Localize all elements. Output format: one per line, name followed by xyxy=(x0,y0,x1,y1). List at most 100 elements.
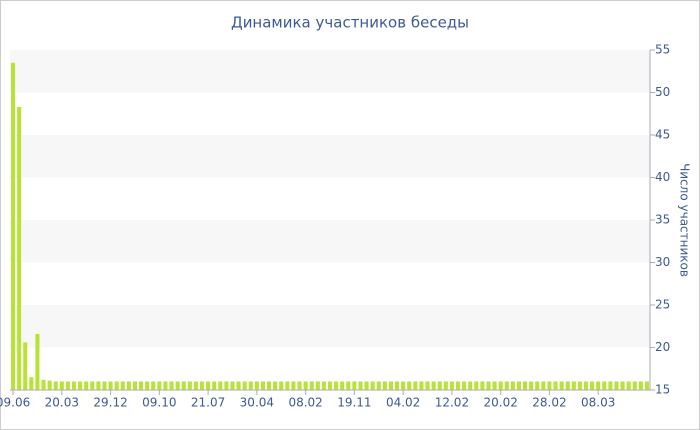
bar xyxy=(96,381,101,390)
bar xyxy=(230,381,235,390)
bar xyxy=(443,381,448,390)
bar xyxy=(614,381,619,390)
bar xyxy=(626,381,631,390)
bar xyxy=(425,381,430,390)
bar xyxy=(206,381,211,390)
bar xyxy=(644,381,649,390)
bar xyxy=(321,381,326,390)
bar xyxy=(590,381,595,390)
bar xyxy=(565,381,570,390)
bar xyxy=(492,381,497,390)
bar xyxy=(376,381,381,390)
bar xyxy=(535,381,540,390)
x-tick-label: 21.07 xyxy=(191,396,225,410)
bar xyxy=(303,381,308,390)
x-tick-label: 19.11 xyxy=(337,396,371,410)
bar xyxy=(388,381,393,390)
bar xyxy=(468,381,473,390)
bar xyxy=(596,381,601,390)
bar xyxy=(285,381,290,390)
bar xyxy=(242,381,247,390)
bar xyxy=(224,381,229,390)
y-axis-title: Число участников xyxy=(678,163,692,277)
x-tick-label: 30.04 xyxy=(240,396,274,410)
bar xyxy=(267,381,272,390)
bar xyxy=(17,106,22,390)
bar xyxy=(218,381,223,390)
x-tick-label: 12.02 xyxy=(435,396,469,410)
bar xyxy=(455,381,461,390)
grid-band xyxy=(10,305,650,348)
bar xyxy=(583,381,589,390)
bar xyxy=(132,381,137,390)
bar xyxy=(449,381,454,390)
bar xyxy=(187,381,192,390)
chart-title: Динамика участников беседы xyxy=(231,14,469,32)
bar xyxy=(401,381,406,390)
y-tick-label: 15 xyxy=(655,383,670,397)
bar xyxy=(71,381,77,390)
bar xyxy=(157,381,162,390)
bar xyxy=(309,381,314,390)
bar xyxy=(364,381,369,390)
x-tick-label: 08.03 xyxy=(581,396,615,410)
bar xyxy=(41,379,46,390)
bar xyxy=(29,377,34,390)
bar xyxy=(260,381,265,390)
bar xyxy=(571,381,576,390)
bar xyxy=(327,381,333,390)
bar xyxy=(212,381,217,390)
bar xyxy=(181,381,186,390)
bar xyxy=(84,381,89,390)
bar xyxy=(559,381,564,390)
bar xyxy=(352,381,357,390)
bar xyxy=(236,381,241,390)
y-tick-label: 35 xyxy=(655,213,670,227)
grid-band xyxy=(10,50,650,93)
bar xyxy=(199,381,205,390)
bar xyxy=(47,380,52,390)
y-tick-label: 30 xyxy=(655,255,670,269)
bar xyxy=(334,381,339,390)
bar xyxy=(139,381,144,390)
x-tick-label: 29.12 xyxy=(93,396,127,410)
bar xyxy=(553,381,558,390)
bar xyxy=(419,381,424,390)
bar xyxy=(413,381,418,390)
bar xyxy=(638,381,643,390)
bar xyxy=(23,342,28,390)
bar xyxy=(474,381,479,390)
bar xyxy=(273,381,278,390)
bar xyxy=(395,381,400,390)
bar xyxy=(577,381,582,390)
bar xyxy=(248,381,253,390)
x-tick-label: 04.02 xyxy=(386,396,420,410)
bar xyxy=(632,381,637,390)
bar xyxy=(163,381,168,390)
bar xyxy=(523,381,528,390)
bar xyxy=(193,381,198,390)
bar xyxy=(108,381,113,390)
bar xyxy=(608,381,613,390)
bar xyxy=(254,381,259,390)
y-tick-label: 20 xyxy=(655,340,670,354)
bar xyxy=(151,381,156,390)
y-tick-label: 40 xyxy=(655,170,670,184)
bar xyxy=(65,381,70,390)
bar xyxy=(516,381,521,390)
bar xyxy=(175,381,180,390)
bar xyxy=(11,62,16,390)
bar xyxy=(315,381,320,390)
bar xyxy=(114,381,119,390)
bar xyxy=(35,333,40,390)
y-tick-label: 45 xyxy=(655,128,670,142)
y-tick-label: 55 xyxy=(655,43,670,57)
bar xyxy=(279,381,284,390)
bar xyxy=(297,381,302,390)
bar xyxy=(486,381,491,390)
x-tick-label: 28.02 xyxy=(532,396,566,410)
bar xyxy=(102,381,107,390)
bar xyxy=(59,381,64,390)
bar xyxy=(437,381,442,390)
